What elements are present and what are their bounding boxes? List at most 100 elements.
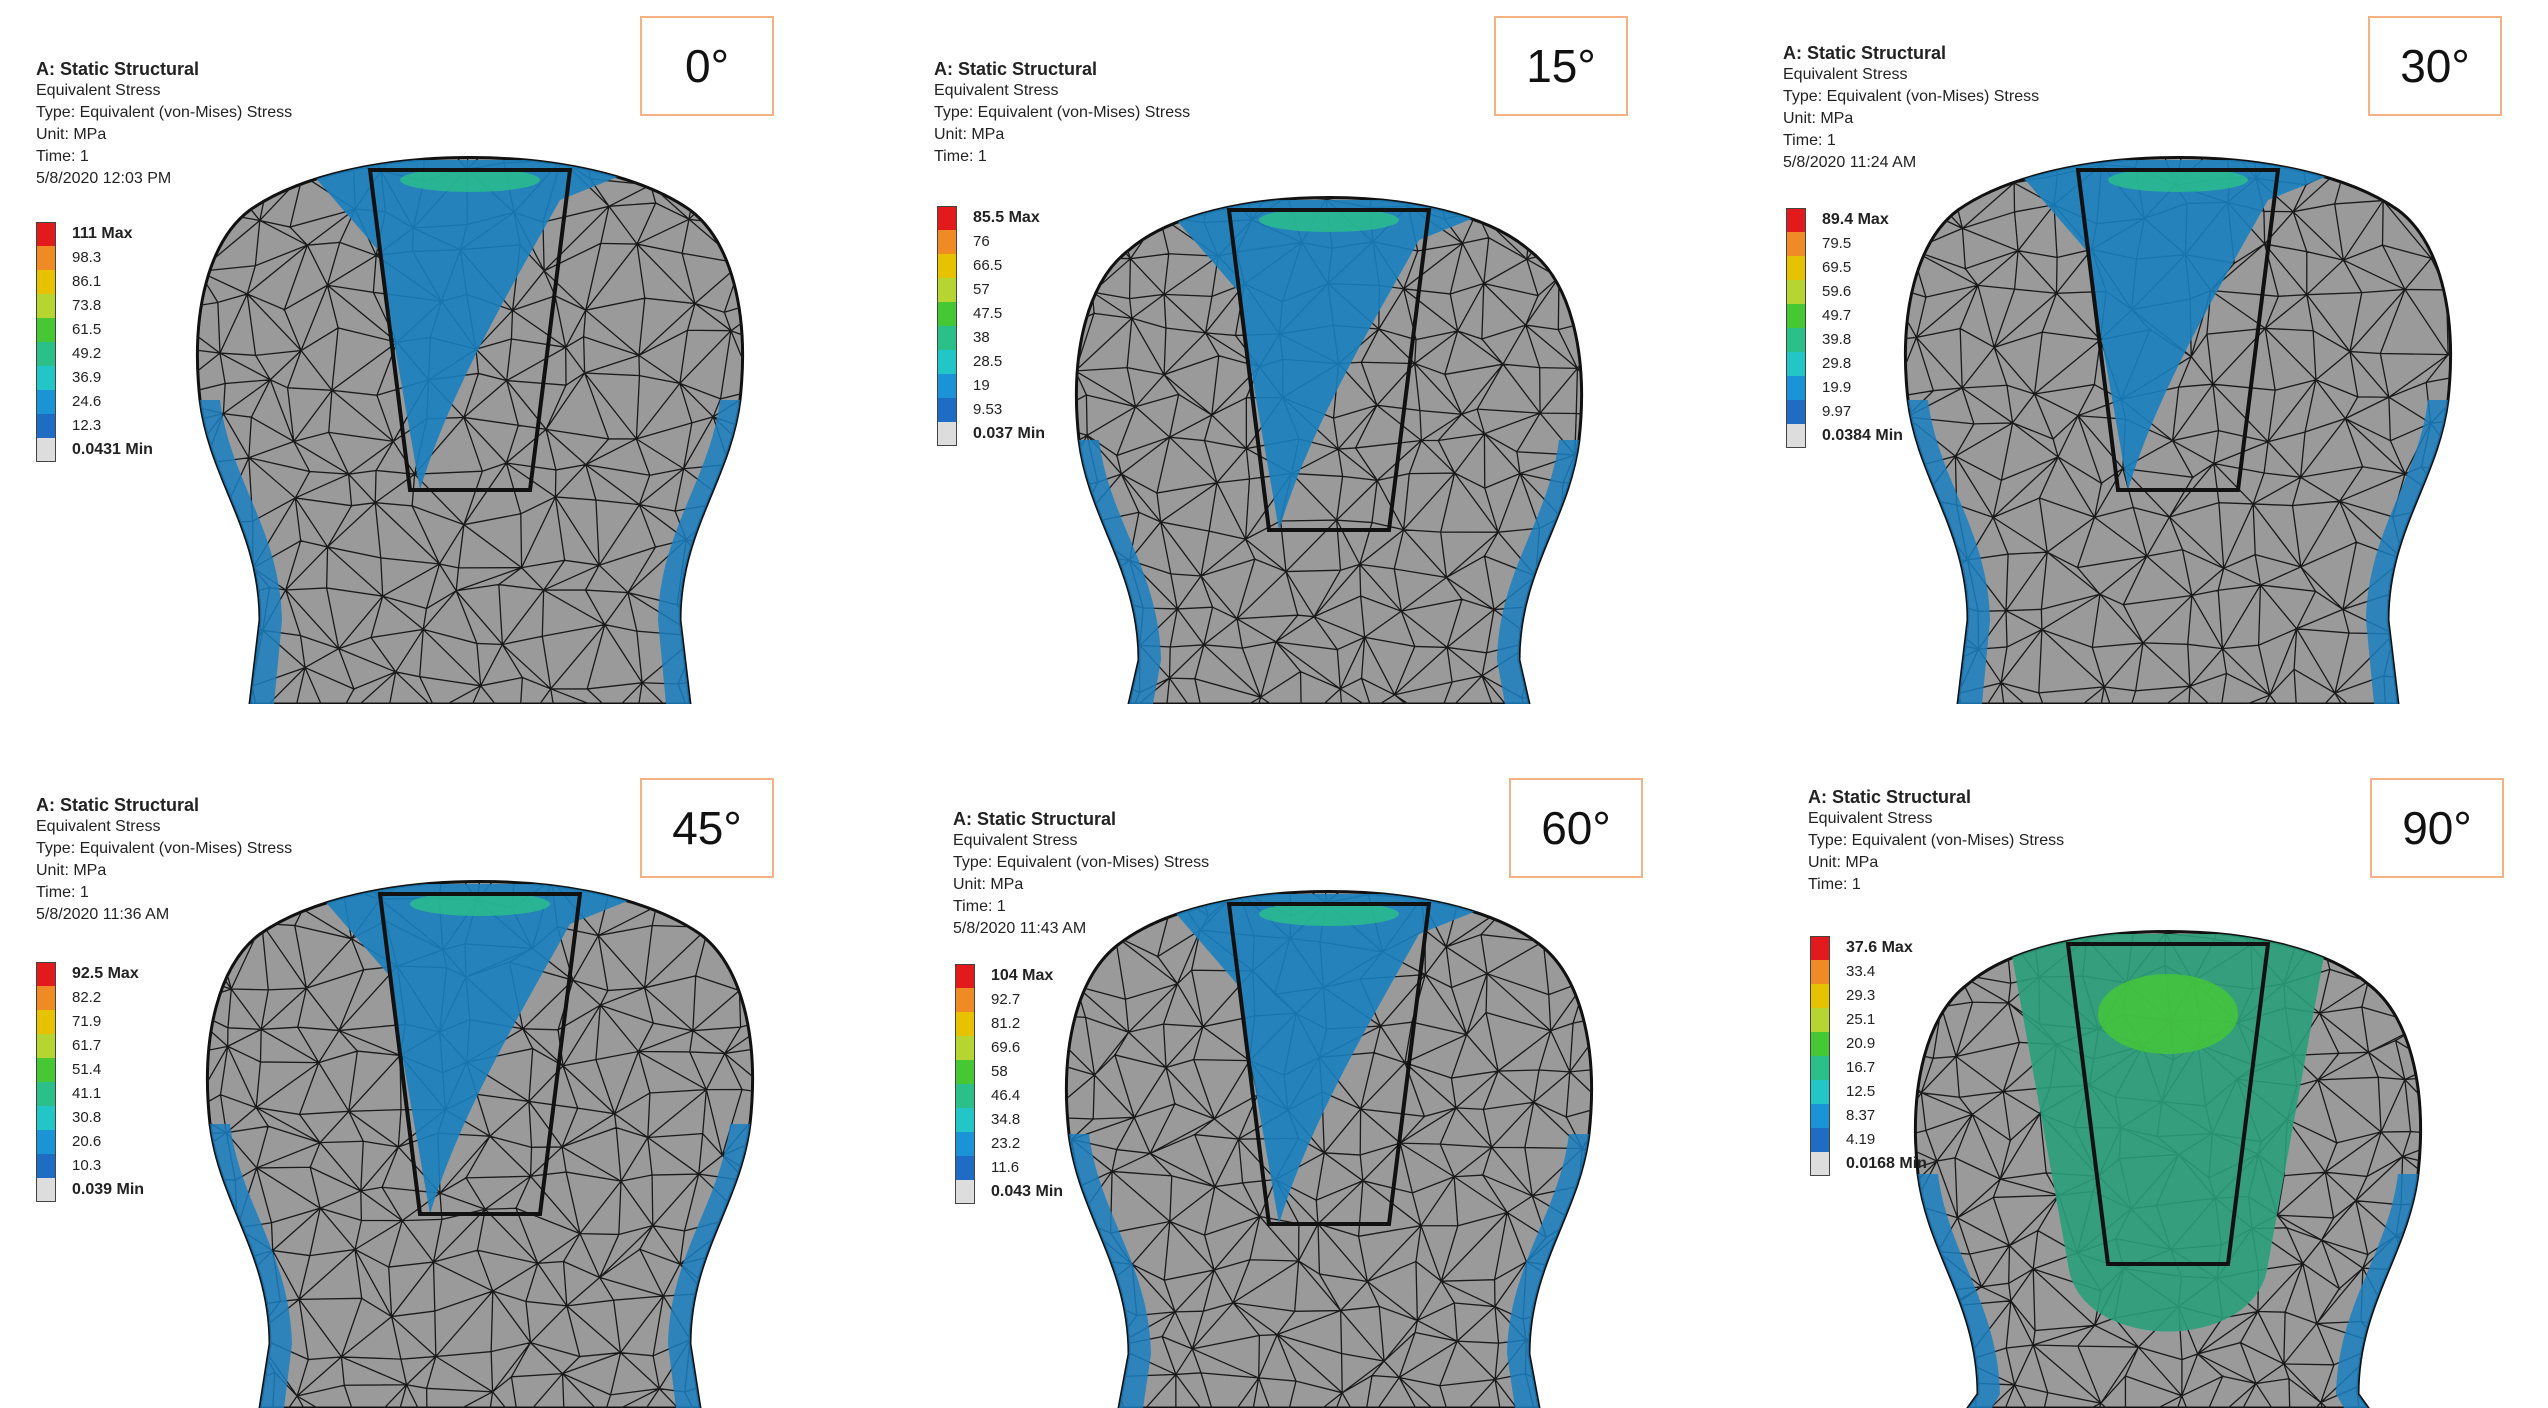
legend-label: 9.97 xyxy=(1822,403,1852,420)
angle-label: 30° xyxy=(2368,16,2502,116)
result-time: Time: 1 xyxy=(1783,132,1836,149)
legend-label: 73.8 xyxy=(72,297,102,314)
legend-swatch xyxy=(1786,424,1806,448)
legend-swatch xyxy=(1810,936,1830,960)
result-type: Type: Equivalent (von-Mises) Stress xyxy=(36,104,293,121)
legend-label: 49.2 xyxy=(72,345,102,362)
legend-swatch xyxy=(36,390,56,414)
legend-swatch xyxy=(1810,1128,1830,1152)
result-details: A: Static Structural Equivalent Stress T… xyxy=(1783,42,2039,174)
legend-label: 51.4 xyxy=(72,1061,102,1078)
legend-label: 0.0384 Min xyxy=(1822,427,1903,444)
implant-cavity xyxy=(367,168,573,492)
legend-swatch xyxy=(1786,208,1806,232)
legend-swatch xyxy=(36,270,56,294)
model-view xyxy=(1914,930,2422,1408)
stress-panel-0deg: A: Static Structural Equivalent Stress T… xyxy=(0,0,849,704)
legend-swatch xyxy=(36,962,56,986)
stress-peak xyxy=(2098,974,2238,1054)
legend-swatch xyxy=(36,342,56,366)
stress-peak xyxy=(400,168,540,192)
legend-label: 57 xyxy=(973,281,990,298)
stress-peak xyxy=(1259,902,1399,926)
legend-label: 8.37 xyxy=(1846,1107,1876,1124)
stress-peak xyxy=(2108,168,2248,192)
legend-label: 0.039 Min xyxy=(72,1181,145,1198)
legend-swatch xyxy=(1810,1056,1830,1080)
legend-swatch xyxy=(36,1034,56,1058)
analysis-title: A: Static Structural xyxy=(1783,43,1947,63)
legend-label: 10.3 xyxy=(72,1157,102,1174)
result-details: A: Static Structural Equivalent Stress T… xyxy=(953,808,1209,940)
legend-label: 28.5 xyxy=(973,353,1003,370)
legend-swatch xyxy=(955,988,975,1012)
stress-region xyxy=(310,884,670,1214)
stress-region xyxy=(2008,160,2368,490)
legend-swatch xyxy=(955,1012,975,1036)
stress-region xyxy=(2008,934,2328,1332)
legend-label: 20.9 xyxy=(1846,1035,1876,1052)
legend-swatch xyxy=(1810,1080,1830,1104)
result-type: Type: Equivalent (von-Mises) Stress xyxy=(36,840,293,857)
legend-swatch xyxy=(36,366,56,390)
legend-swatch xyxy=(955,1156,975,1180)
legend-swatch xyxy=(1810,1032,1830,1056)
legend-border xyxy=(955,964,975,1204)
result-date: 5/8/2020 11:24 AM xyxy=(1783,154,1917,171)
result-type: Type: Equivalent (von-Mises) Stress xyxy=(953,854,1210,871)
result-name: Equivalent Stress xyxy=(1808,810,1933,827)
legend-swatch xyxy=(955,1180,975,1204)
result-date: 5/8/2020 11:43 AM xyxy=(953,920,1087,937)
legend-label: 12.3 xyxy=(72,417,102,434)
legend-border xyxy=(937,206,957,446)
legend-label: 9.53 xyxy=(973,401,1003,418)
legend-label: 61.5 xyxy=(72,321,102,338)
legend-swatch xyxy=(36,222,56,246)
legend-swatch xyxy=(36,1130,56,1154)
legend-swatch xyxy=(36,1178,56,1202)
result-time: Time: 1 xyxy=(36,148,89,165)
legend-label: 92.7 xyxy=(991,991,1021,1008)
legend-swatch xyxy=(937,398,957,422)
result-unit: Unit: MPa xyxy=(953,876,1024,893)
legend-swatch xyxy=(36,1058,56,1082)
legend-swatch xyxy=(937,278,957,302)
angle-label: 60° xyxy=(1509,778,1643,878)
angle-label: 0° xyxy=(640,16,774,116)
legend-label: 4.19 xyxy=(1846,1131,1876,1148)
legend-label: 85.5 Max xyxy=(973,209,1040,226)
legend-label: 24.6 xyxy=(72,393,102,410)
implant-cavity xyxy=(1226,208,1432,532)
implant-cavity xyxy=(2075,168,2281,492)
legend-label: 29.8 xyxy=(1822,355,1852,372)
legend-label: 33.4 xyxy=(1846,963,1876,980)
result-unit: Unit: MPa xyxy=(1783,110,1854,127)
legend-swatch xyxy=(36,986,56,1010)
legend-label: 61.7 xyxy=(72,1037,102,1054)
legend-label: 0.0168 Min xyxy=(1846,1155,1927,1172)
result-type: Type: Equivalent (von-Mises) Stress xyxy=(1808,832,2065,849)
mesh-wireframe xyxy=(207,881,753,1408)
angle-label: 45° xyxy=(640,778,774,878)
legend-label: 23.2 xyxy=(991,1135,1021,1152)
legend-swatch xyxy=(955,964,975,988)
result-type: Type: Equivalent (von-Mises) Stress xyxy=(934,104,1191,121)
legend-swatch xyxy=(36,294,56,318)
legend-label: 20.6 xyxy=(72,1133,102,1150)
legend-label: 19 xyxy=(973,377,990,394)
legend-label: 16.7 xyxy=(1846,1059,1876,1076)
legend-label: 82.2 xyxy=(72,989,102,1006)
legend-label: 81.2 xyxy=(991,1015,1021,1032)
implant-cavity xyxy=(2065,942,2271,1266)
legend-label: 29.3 xyxy=(1846,987,1876,1004)
result-details: A: Static Structural Equivalent Stress T… xyxy=(934,58,1190,168)
legend-swatch xyxy=(1810,984,1830,1008)
result-details: A: Static Structural Equivalent Stress T… xyxy=(1808,786,2064,896)
legend-swatch xyxy=(1786,328,1806,352)
legend-label: 76 xyxy=(973,233,990,250)
stress-panel-30deg: A: Static Structural Equivalent Stress T… xyxy=(1698,0,2547,704)
angle-label: 90° xyxy=(2370,778,2504,878)
legend-label: 47.5 xyxy=(973,305,1003,322)
legend-label: 59.6 xyxy=(1822,283,1852,300)
result-date: 5/8/2020 12:03 PM xyxy=(36,170,172,187)
